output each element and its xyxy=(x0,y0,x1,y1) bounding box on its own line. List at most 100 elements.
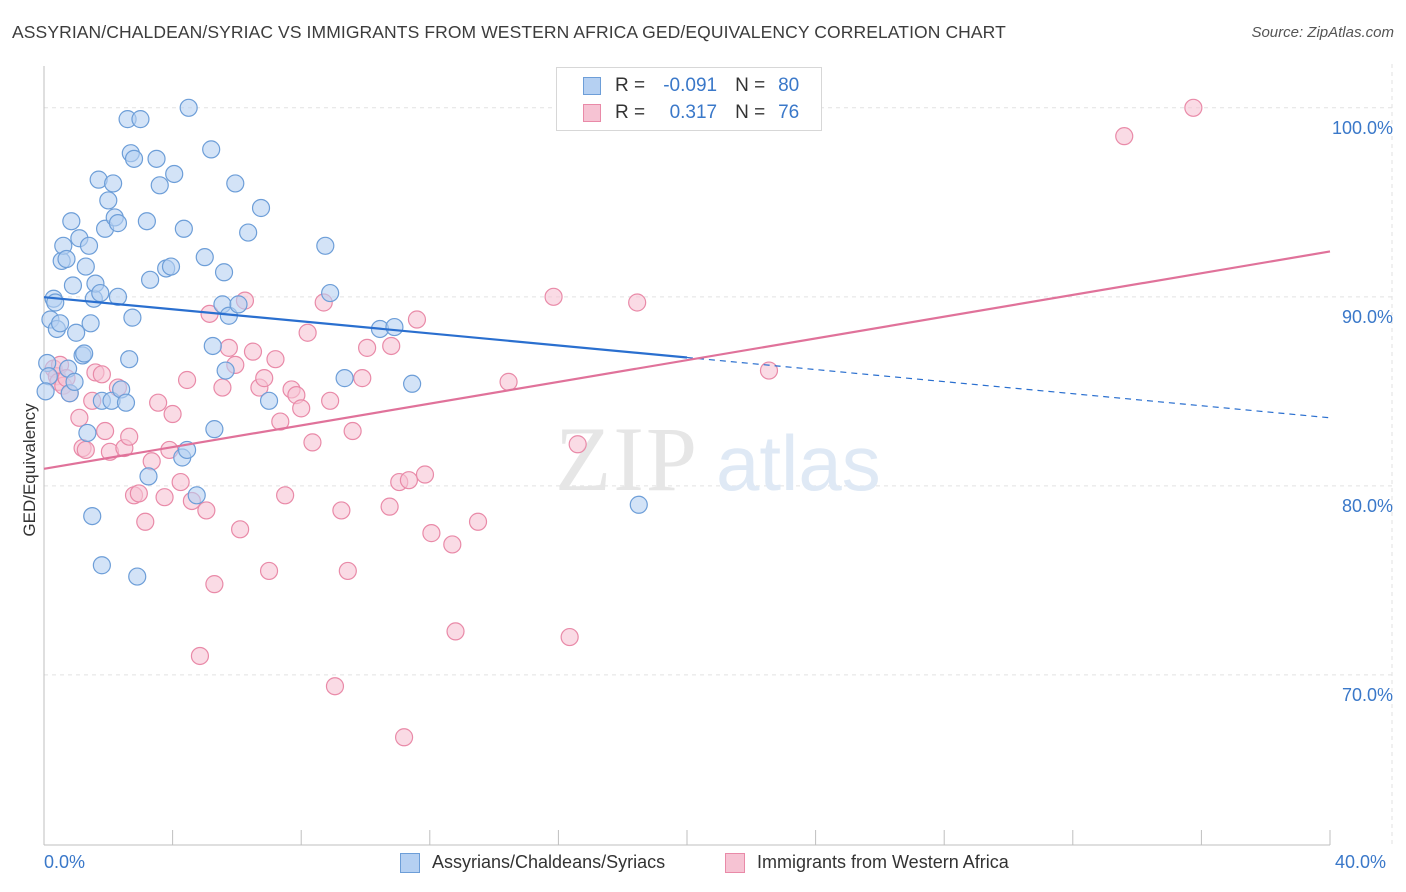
series-assyrian-points xyxy=(36,98,648,586)
point-western-africa xyxy=(1115,127,1134,146)
point-western-africa xyxy=(120,427,139,446)
point-assyrian xyxy=(179,98,198,117)
y-tick-labels: 70.0% 80.0% 90.0% 100.0% xyxy=(1332,118,1393,705)
axes xyxy=(43,66,1331,846)
point-assyrian xyxy=(403,374,422,393)
point-assyrian xyxy=(92,556,111,575)
bottom-legend-swatch-pink xyxy=(725,852,745,873)
point-assyrian xyxy=(321,283,340,303)
point-western-africa xyxy=(446,622,465,641)
point-western-africa xyxy=(1184,98,1203,117)
point-assyrian xyxy=(75,344,94,363)
point-western-africa xyxy=(422,524,441,543)
point-assyrian xyxy=(165,164,184,184)
point-western-africa xyxy=(197,501,216,520)
x-tick-label-max: 40.0% xyxy=(1335,852,1387,872)
point-assyrian xyxy=(104,174,123,193)
point-assyrian xyxy=(335,369,354,388)
point-western-africa xyxy=(171,472,190,492)
point-assyrian xyxy=(91,283,110,303)
point-western-africa xyxy=(129,484,148,503)
legend-swatch-pink xyxy=(583,104,601,122)
bottom-legend-label: Immigrants from Western Africa xyxy=(757,852,1009,872)
chart-title: ASSYRIAN/CHALDEAN/SYRIAC VS IMMIGRANTS F… xyxy=(12,22,1006,42)
bottom-legend-western-africa: Immigrants from Western Africa xyxy=(725,852,1009,873)
legend-row-assyrian: R = -0.091 N = 80 xyxy=(583,73,799,99)
point-assyrian xyxy=(108,287,128,306)
point-assyrian xyxy=(216,361,235,380)
point-assyrian xyxy=(251,198,271,218)
legend-swatch-blue xyxy=(583,77,601,95)
point-western-africa xyxy=(190,646,210,666)
point-western-africa xyxy=(407,310,427,329)
point-western-africa xyxy=(255,369,274,388)
point-assyrian xyxy=(187,486,206,505)
point-assyrian xyxy=(46,293,65,312)
point-assyrian xyxy=(229,295,248,314)
point-western-africa xyxy=(266,350,285,369)
y-tick-label: 70.0% xyxy=(1342,685,1393,705)
watermark: ZIP atlas xyxy=(555,408,881,510)
point-assyrian xyxy=(99,191,118,210)
point-assyrian xyxy=(239,223,258,242)
point-western-africa xyxy=(219,338,238,357)
point-western-africa xyxy=(231,520,250,539)
point-western-africa xyxy=(468,512,488,531)
point-western-africa xyxy=(70,408,89,427)
point-assyrian xyxy=(195,248,214,267)
legend-n-label: N = xyxy=(735,102,766,123)
point-western-africa xyxy=(394,728,414,747)
point-western-africa xyxy=(358,338,377,357)
point-western-africa xyxy=(276,486,295,505)
point-assyrian xyxy=(36,382,55,401)
y-tick-label: 80.0% xyxy=(1342,496,1393,516)
trendlines xyxy=(43,250,1331,470)
point-assyrian xyxy=(120,350,139,369)
legend-r-label: R = xyxy=(615,75,646,96)
point-western-africa xyxy=(205,575,224,594)
trendline-assyrian-extension xyxy=(686,356,1331,419)
point-assyrian xyxy=(76,257,95,276)
point-western-africa xyxy=(499,372,518,391)
point-assyrian xyxy=(67,323,86,342)
point-western-africa xyxy=(213,378,232,397)
point-western-africa xyxy=(92,365,111,384)
trendline-assyrian xyxy=(43,296,688,359)
watermark-atlas: atlas xyxy=(716,419,881,507)
point-assyrian xyxy=(203,336,222,356)
point-western-africa xyxy=(544,287,563,306)
legend-n-label: N = xyxy=(735,75,766,96)
point-assyrian xyxy=(108,214,128,233)
point-western-africa xyxy=(415,465,435,484)
point-western-africa xyxy=(142,452,161,471)
point-western-africa xyxy=(95,421,115,441)
bottom-legend-assyrian: Assyrians/Chaldeans/Syriacs xyxy=(400,852,665,873)
point-western-africa xyxy=(325,677,345,696)
gridlines xyxy=(44,64,1393,845)
point-assyrian xyxy=(57,249,76,269)
point-western-africa xyxy=(163,404,182,424)
legend-r-value: 0.317 xyxy=(669,102,718,123)
point-western-africa xyxy=(321,391,340,410)
point-western-africa xyxy=(759,361,779,380)
y-tick-label: 90.0% xyxy=(1342,307,1393,327)
point-western-africa xyxy=(76,440,95,460)
bottom-legend-swatch-blue xyxy=(400,852,420,873)
legend-n-value: 76 xyxy=(778,102,800,123)
bottom-legend-label: Assyrians/Chaldeans/Syriacs xyxy=(432,852,666,872)
point-assyrian xyxy=(214,263,234,282)
point-assyrian xyxy=(174,219,193,238)
y-axis-label: GED/Equivalency xyxy=(20,403,39,537)
point-western-africa xyxy=(259,561,279,581)
point-assyrian xyxy=(226,174,245,193)
point-assyrian xyxy=(79,236,99,255)
legend-r-label: R = xyxy=(615,102,646,123)
point-western-africa xyxy=(338,561,357,581)
point-western-africa xyxy=(271,412,290,431)
point-western-africa xyxy=(382,336,401,356)
point-assyrian xyxy=(385,317,404,337)
point-western-africa xyxy=(568,435,587,454)
point-assyrian xyxy=(128,567,147,586)
legend-n-value: 80 xyxy=(778,75,800,96)
point-assyrian xyxy=(140,270,160,289)
